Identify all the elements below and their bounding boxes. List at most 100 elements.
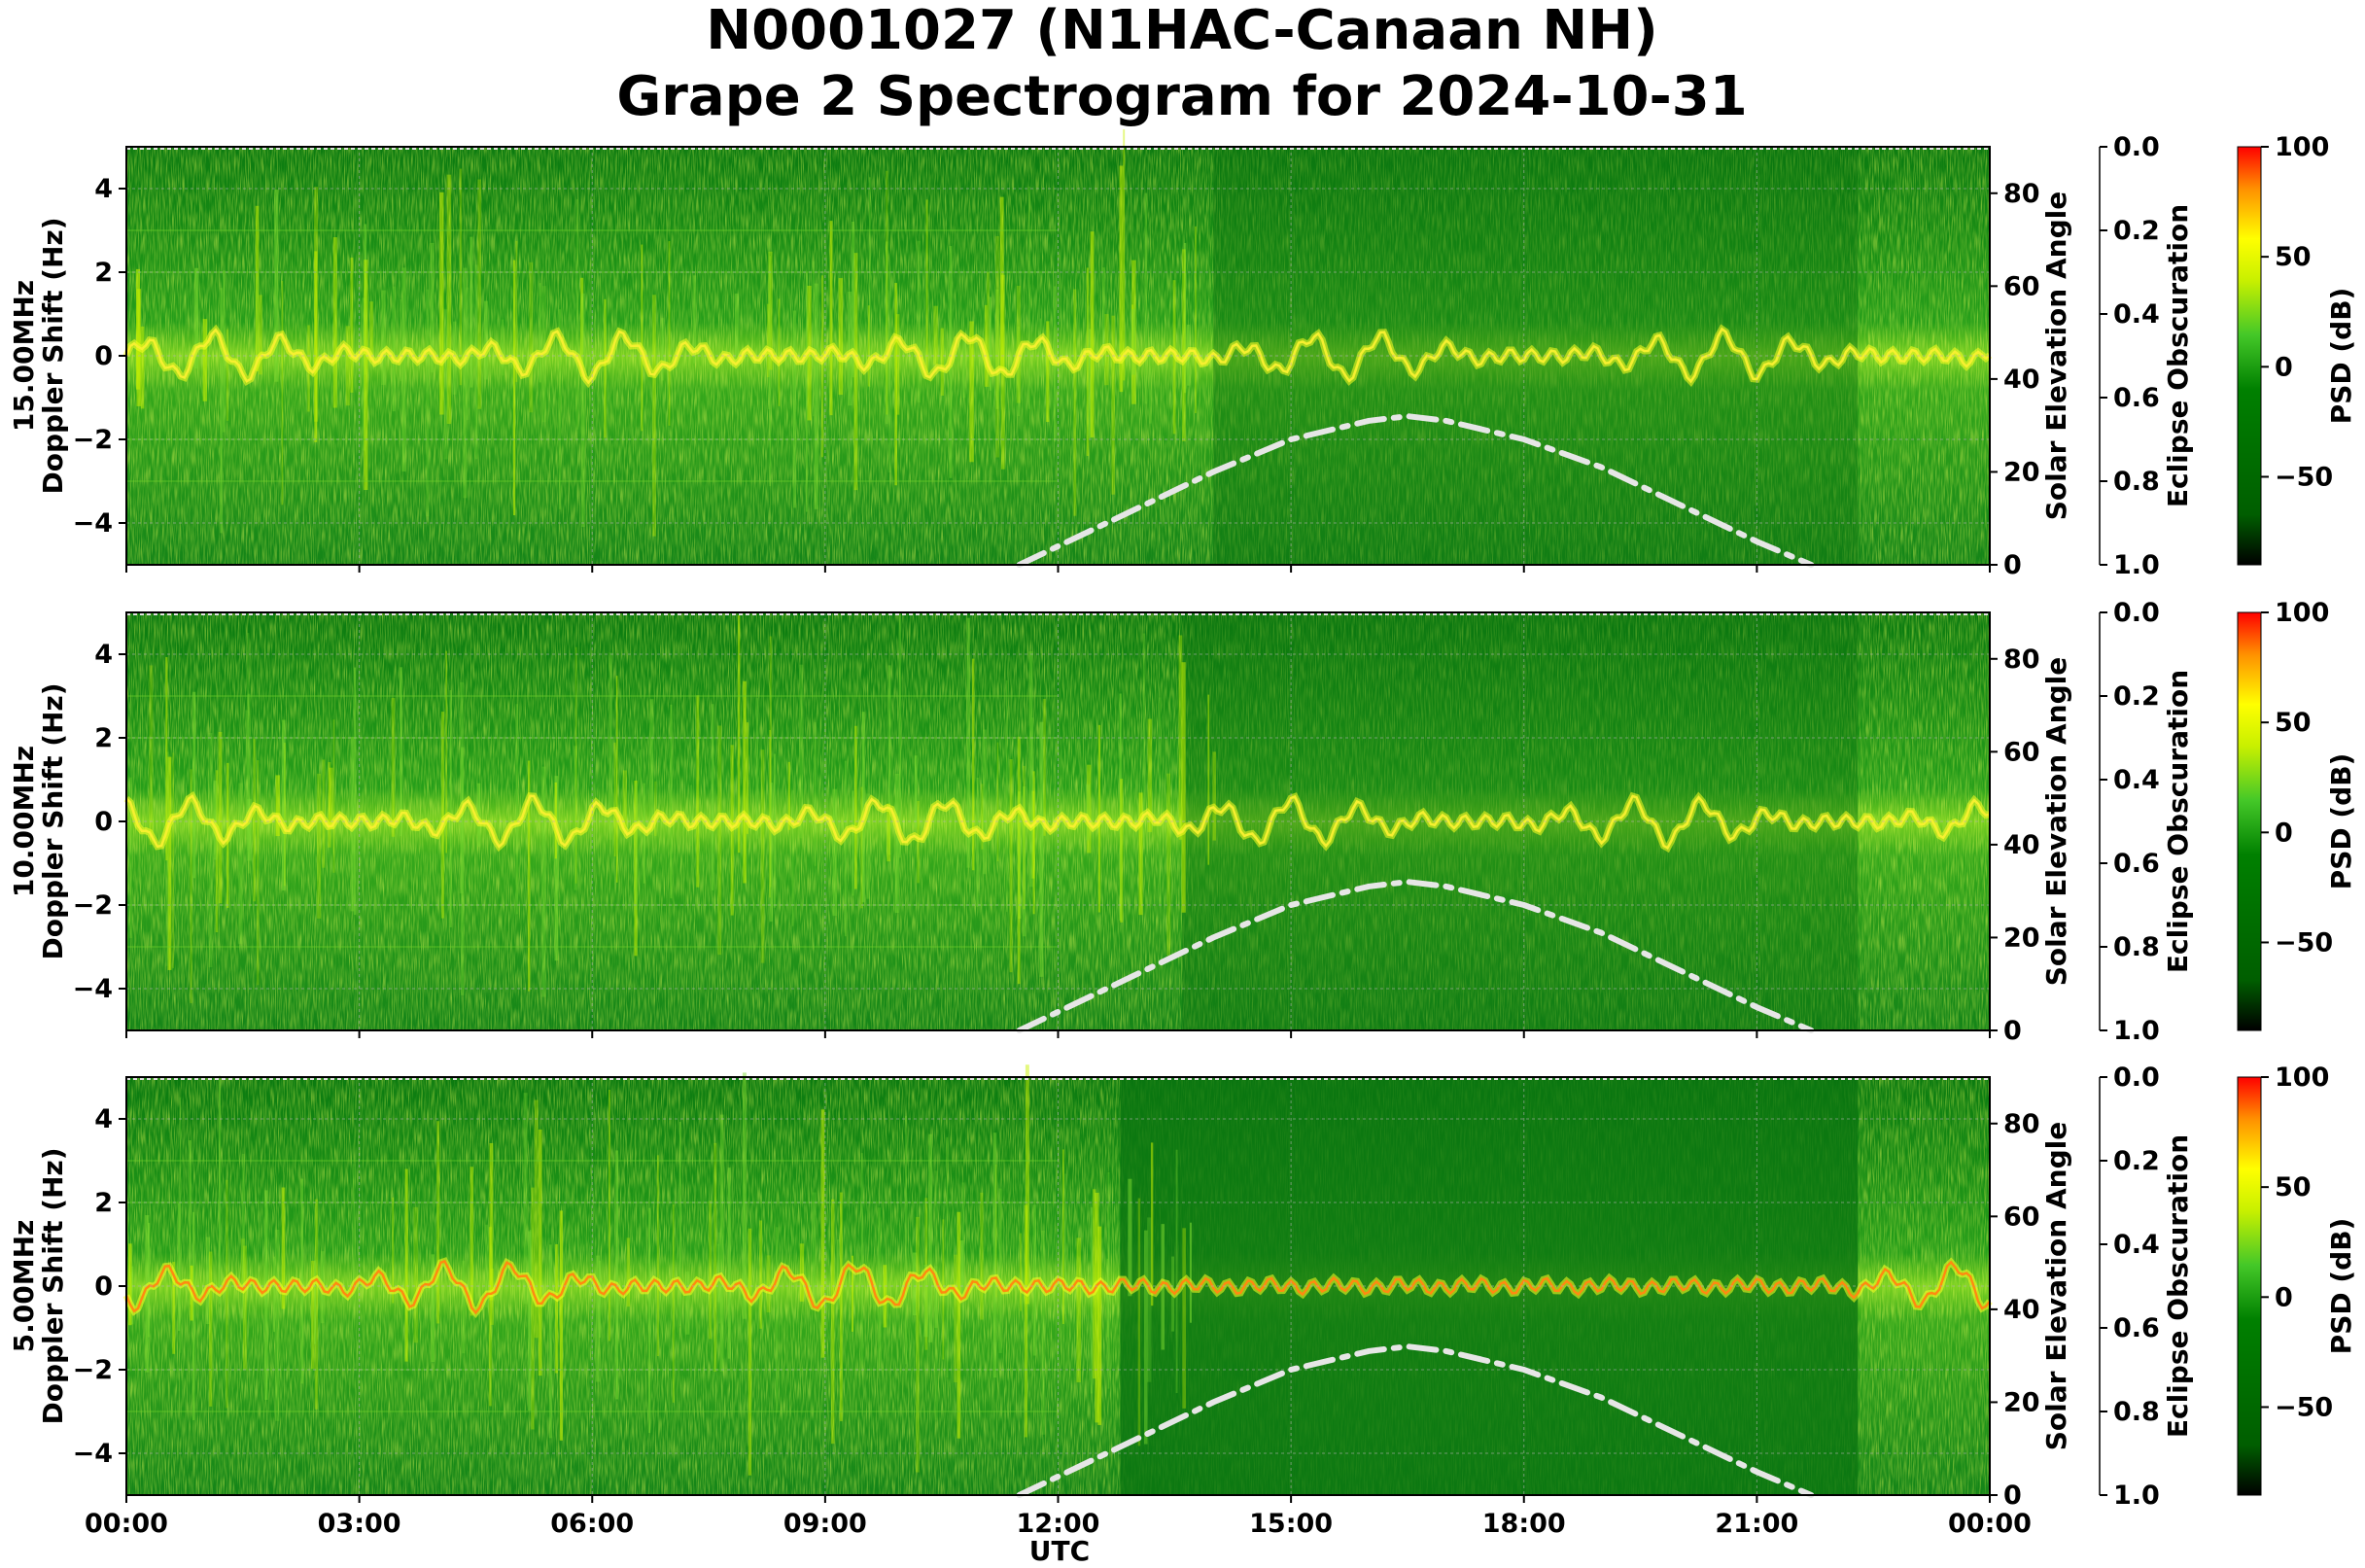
heatmap-streak: [649, 699, 654, 835]
solar-elevation-label: Solar Elevation Angle: [2040, 657, 2072, 986]
heatmap-streak: [806, 272, 808, 512]
eclipse-tick-label: 0.6: [2113, 849, 2160, 879]
heatmap-streak: [654, 781, 657, 837]
y-axis-label-doppler: Doppler Shift (Hz): [37, 217, 69, 494]
heatmap-streak: [980, 1192, 984, 1320]
colorbar-tick-label: −50: [2275, 462, 2333, 492]
heatmap-streak: [369, 301, 373, 362]
heatmap-streak: [966, 617, 970, 868]
heatmap-streak: [640, 749, 642, 848]
heatmap-streak: [652, 295, 656, 537]
y-tick-label: 4: [94, 174, 113, 204]
heatmap-streak: [634, 781, 638, 957]
heatmap-streak: [194, 267, 199, 369]
y-tick-label: 0: [94, 341, 113, 371]
solar-tick-label: 40: [2003, 830, 2040, 860]
heatmap-streak: [598, 1260, 601, 1339]
heatmap-streak: [760, 749, 765, 963]
heatmap-streak: [972, 658, 975, 871]
eclipse-tick-label: 0.2: [2113, 681, 2160, 712]
heatmap-streak: [719, 1114, 724, 1372]
heatmap-streak: [313, 1260, 316, 1344]
heatmap-streak: [1120, 779, 1124, 923]
heatmap-streak: [488, 1227, 492, 1407]
heatmap-streak: [962, 336, 966, 399]
heatmap-streak: [1089, 329, 1092, 439]
solar-tick-label: 0: [2003, 550, 2022, 580]
heatmap-streak: [1020, 1233, 1022, 1311]
heatmap-streak: [814, 722, 817, 866]
heatmap-streak: [923, 1264, 928, 1338]
figure-title-line2: Grape 2 Spectrogram for 2024-10-31: [616, 65, 1747, 128]
eclipse-tick-label: 0.4: [2113, 1230, 2160, 1260]
heatmap-streak: [1119, 693, 1122, 921]
heatmap-streak: [656, 1155, 659, 1356]
figure-title-line1: N0001027 (N1HAC-Canaan NH): [706, 0, 1657, 62]
heatmap-streak: [812, 1192, 817, 1301]
heatmap-streak: [314, 1199, 319, 1410]
y-tick-label: 2: [94, 723, 113, 753]
heatmap-streak: [812, 261, 815, 417]
heatmap-streak: [787, 761, 790, 830]
heatmap-streak: [1031, 717, 1034, 853]
heatmap-streak: [192, 1211, 195, 1420]
y-axis-label-frequency: 15.00MHz: [8, 280, 40, 432]
heatmap-streak: [202, 319, 208, 401]
y-tick-label: 0: [94, 807, 113, 837]
colorbar-tick-label: 100: [2275, 598, 2329, 628]
heatmap-streak: [1016, 285, 1021, 403]
heatmap-streak: [969, 321, 974, 463]
heatmap-streak: [832, 788, 837, 917]
heatmap-streak: [354, 667, 357, 916]
heatmap-streak: [531, 1187, 535, 1430]
heatmap-streak: [898, 611, 902, 858]
colorbar-tick-label: 100: [2275, 132, 2329, 162]
heatmap-streak: [548, 1244, 552, 1439]
heatmap-streak: [928, 1133, 933, 1342]
heatmap-streak: [1181, 662, 1186, 913]
solar-tick-label: 80: [2003, 1109, 2040, 1139]
heatmap-streak: [1189, 1222, 1192, 1323]
heatmap-streak: [799, 664, 804, 839]
heatmap-streak: [314, 251, 318, 442]
heatmap-streak: [622, 770, 627, 832]
colorbar-tick-label: 50: [2275, 242, 2312, 272]
eclipse-tick-label: 0.8: [2113, 1397, 2160, 1427]
heatmap-streak: [1148, 336, 1152, 424]
y-axis-label-doppler: Doppler Shift (Hz): [37, 1147, 69, 1424]
heatmap-streak: [241, 1238, 246, 1294]
colorbar: [2237, 1076, 2262, 1496]
heatmap-streak: [696, 695, 700, 888]
heatmap-streak: [474, 264, 478, 460]
heatmap-streak: [866, 793, 871, 899]
heatmap-streak: [1086, 267, 1090, 457]
colorbar-tick-label: 50: [2275, 708, 2312, 738]
heatmap-streak: [247, 633, 250, 851]
heatmap-streak: [1138, 792, 1143, 916]
heatmap-streak: [791, 789, 794, 926]
solar-tick-label: 60: [2003, 737, 2040, 767]
x-tick-label: 06:00: [550, 1509, 634, 1539]
heatmap-streak: [515, 704, 518, 915]
heatmap-streak: [538, 1129, 542, 1376]
eclipse-tick-label: 1.0: [2113, 1016, 2160, 1046]
colorbar-label: PSD (dB): [2325, 1218, 2357, 1355]
heatmap-streak: [1144, 192, 1148, 404]
heatmap-streak: [768, 238, 771, 410]
heatmap-streak: [477, 783, 481, 848]
heatmap-streak: [1062, 1149, 1064, 1325]
heatmap-streak: [1182, 1228, 1186, 1409]
heatmap-streak: [755, 698, 759, 839]
heatmap-streak: [792, 310, 797, 508]
heatmap-streak: [539, 283, 541, 383]
heatmap-streak: [328, 762, 331, 848]
heatmap-streak: [215, 770, 219, 932]
heatmap-streak: [213, 781, 218, 860]
heatmap-streak: [129, 777, 132, 939]
y-tick-label: 2: [94, 1188, 113, 1218]
heatmap-streak: [226, 1179, 228, 1409]
heatmap-streak: [925, 199, 928, 376]
eclipse-tick-label: 0.0: [2113, 598, 2160, 628]
heatmap-streak: [995, 235, 999, 458]
